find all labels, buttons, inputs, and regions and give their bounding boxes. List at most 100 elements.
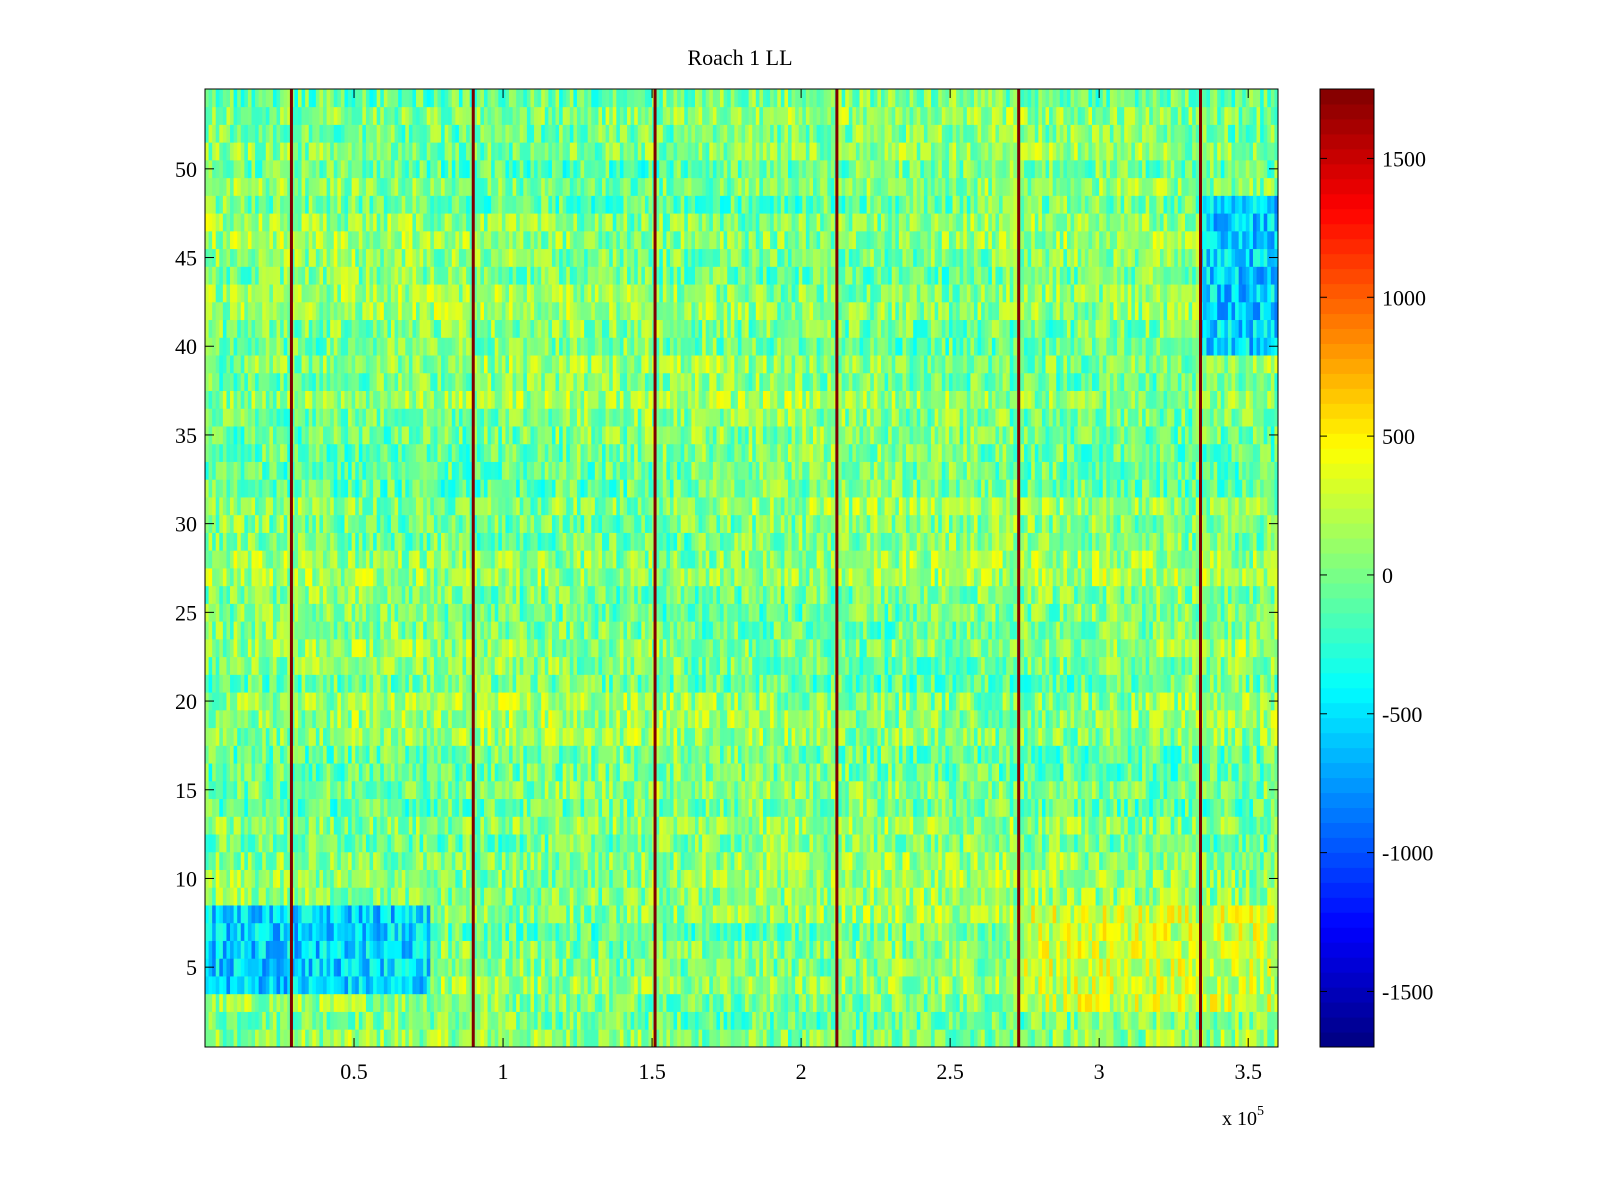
heatmap-cell <box>924 994 928 1012</box>
heatmap-cell <box>674 1012 678 1030</box>
heatmap-cell <box>784 887 788 905</box>
heatmap-cell <box>1113 941 1117 959</box>
heatmap-cell <box>280 1029 284 1047</box>
heatmap-cell <box>677 1012 681 1030</box>
heatmap-cell <box>960 1012 964 1030</box>
heatmap-cell <box>1210 905 1214 923</box>
heatmap-cell <box>452 941 456 959</box>
heatmap-cell <box>649 763 653 781</box>
heatmap-cell <box>352 870 356 888</box>
heatmap-cell <box>945 923 949 941</box>
heatmap-cell <box>1257 852 1261 870</box>
heatmap-cell <box>370 905 374 923</box>
heatmap-cell <box>559 763 563 781</box>
heatmap-cell <box>906 1029 910 1047</box>
heatmap-cell <box>674 763 678 781</box>
heatmap-cell <box>1113 834 1117 852</box>
heatmap-cell <box>974 781 978 799</box>
heatmap-cell <box>1049 799 1053 817</box>
heatmap-cell <box>1003 887 1007 905</box>
heatmap-cell <box>334 1012 338 1030</box>
heatmap-cell <box>802 816 806 834</box>
heatmap-cell <box>273 816 277 834</box>
heatmap-cell <box>877 994 881 1012</box>
heatmap-cell <box>734 958 738 976</box>
heatmap-cell <box>681 941 685 959</box>
heatmap-cell <box>1153 1029 1157 1047</box>
heatmap-cell <box>577 887 581 905</box>
heatmap-cell <box>731 799 735 817</box>
heatmap-cell <box>1099 781 1103 799</box>
heatmap-cell <box>566 763 570 781</box>
heatmap-cell <box>430 763 434 781</box>
heatmap-cell <box>999 905 1003 923</box>
heatmap-cell <box>1149 1029 1153 1047</box>
heatmap-cell <box>1028 816 1032 834</box>
heatmap-cell <box>1153 958 1157 976</box>
heatmap-cell <box>931 905 935 923</box>
heatmap-cell <box>1117 976 1121 994</box>
heatmap-cell <box>280 834 284 852</box>
heatmap-cell <box>734 1029 738 1047</box>
heatmap-cell <box>953 781 957 799</box>
heatmap-cell <box>391 870 395 888</box>
heatmap-cell <box>738 852 742 870</box>
heatmap-cell <box>906 923 910 941</box>
heatmap-cell <box>366 799 370 817</box>
heatmap-cell <box>1038 763 1042 781</box>
heatmap-cell <box>445 870 449 888</box>
heatmap-cell <box>402 852 406 870</box>
heatmap-cell <box>1249 870 1253 888</box>
heatmap-cell <box>556 799 560 817</box>
heatmap-cell <box>1128 870 1132 888</box>
heatmap-cell <box>602 834 606 852</box>
heatmap-cell <box>1085 887 1089 905</box>
heatmap-cell <box>784 870 788 888</box>
heatmap-cell <box>763 781 767 799</box>
heatmap-cell <box>409 994 413 1012</box>
heatmap-cell <box>266 905 270 923</box>
heatmap-cell <box>1035 870 1039 888</box>
heatmap-cell <box>244 994 248 1012</box>
heatmap-cell <box>1235 941 1239 959</box>
heatmap-cell <box>1020 852 1024 870</box>
heatmap-cell <box>1106 834 1110 852</box>
heatmap-cell <box>663 958 667 976</box>
heatmap-cell <box>1139 799 1143 817</box>
heatmap-cell <box>577 763 581 781</box>
heatmap-cell <box>598 852 602 870</box>
heatmap-cell <box>677 816 681 834</box>
heatmap-cell <box>226 923 230 941</box>
heatmap-cell <box>634 852 638 870</box>
heatmap-cell <box>1013 816 1017 834</box>
heatmap-cell <box>248 976 252 994</box>
heatmap-cell <box>681 958 685 976</box>
heatmap-cell <box>1189 763 1193 781</box>
heatmap-cell <box>1264 905 1268 923</box>
heatmap-cell <box>423 799 427 817</box>
heatmap-cell <box>942 1029 946 1047</box>
heatmap-cell <box>244 887 248 905</box>
heatmap-cell <box>1242 976 1246 994</box>
heatmap-cell <box>344 887 348 905</box>
heatmap-cell <box>902 958 906 976</box>
heatmap-cell <box>1242 834 1246 852</box>
heatmap-cell <box>681 905 685 923</box>
heatmap-cell <box>244 976 248 994</box>
heatmap-cell <box>513 923 517 941</box>
heatmap-cell <box>809 976 813 994</box>
heatmap-cell <box>953 799 957 817</box>
heatmap-cell <box>970 976 974 994</box>
heatmap-cell <box>355 852 359 870</box>
heatmap-cell <box>1206 852 1210 870</box>
heatmap-cell <box>738 941 742 959</box>
heatmap-cell <box>1257 763 1261 781</box>
heatmap-cell <box>1135 1029 1139 1047</box>
heatmap-cell <box>885 1029 889 1047</box>
heatmap-cell <box>978 958 982 976</box>
heatmap-cell <box>305 923 309 941</box>
heatmap-cell <box>920 905 924 923</box>
heatmap-cell <box>509 781 513 799</box>
heatmap-cell <box>362 905 366 923</box>
heatmap-cell <box>1128 781 1132 799</box>
